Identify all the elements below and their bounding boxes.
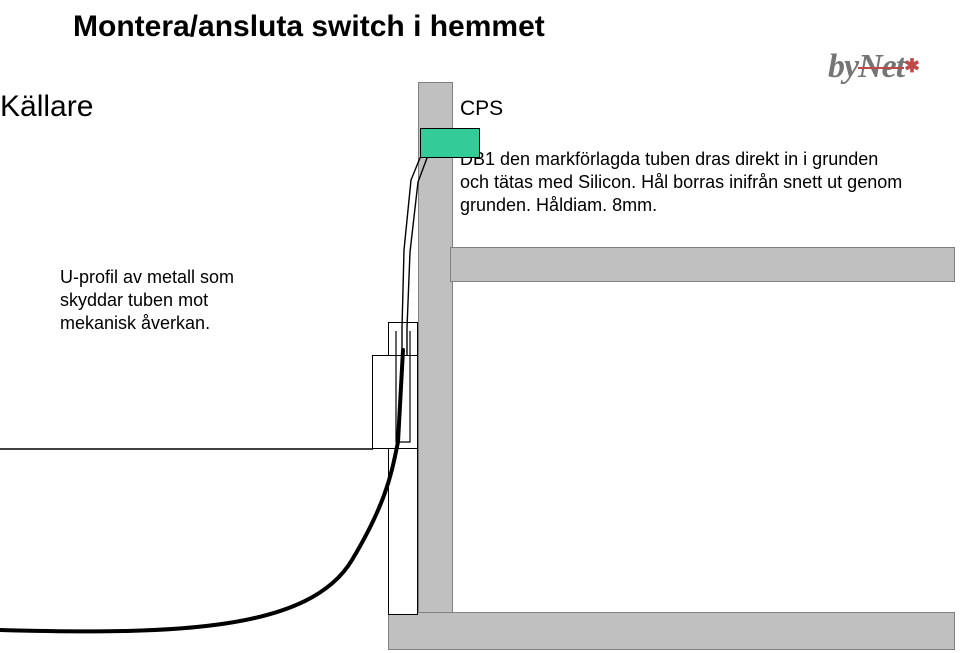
wall-horizontal [450,247,955,282]
wall-vertical [418,82,453,630]
cable-thick [0,350,403,631]
text-line: grunden. Håldiam. 8mm. [460,194,902,217]
text-line: DB1 den markförlagda tuben dras direkt i… [460,148,902,171]
bynet-logo: byNet✱ [828,48,919,86]
u-profile-caption: U-profil av metall somskyddar tuben motm… [60,266,234,335]
description-text: DB1 den markförlagda tuben dras direkt i… [460,148,902,217]
u-profile-sleeve [372,355,418,449]
text-line: skyddar tuben mot [60,289,234,312]
text-line: U-profil av metall som [60,266,234,289]
logo-asterisk-icon: ✱ [904,56,919,78]
label-cps: CPS [460,97,503,121]
base-slab [388,612,955,650]
section-title-kallare: Källare [0,90,93,124]
text-line: och tätas med Silicon. Hål borras inifrå… [460,171,902,194]
switch-box [420,128,480,158]
page-title: Montera/ansluta switch i hemmet [73,10,545,44]
logo-by: by [828,48,858,85]
logo-strike [858,67,904,69]
text-line: mekanisk åverkan. [60,312,234,335]
